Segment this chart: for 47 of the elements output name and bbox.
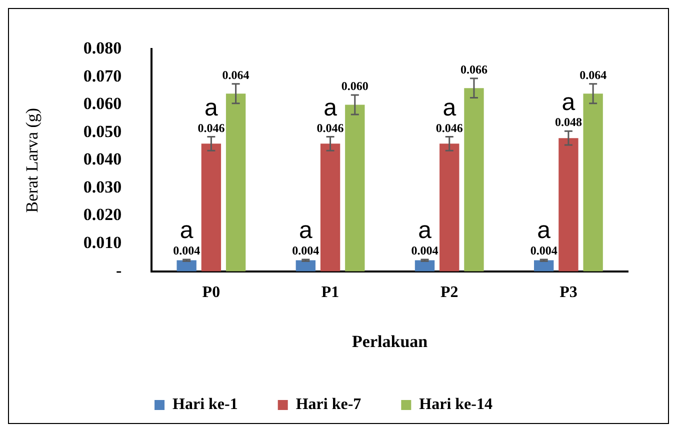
bar	[201, 144, 222, 272]
data-label: 0.046	[316, 120, 344, 135]
data-label: 0.004	[292, 244, 320, 258]
data-label: 0.066	[460, 62, 488, 76]
data-label: 0.004	[530, 244, 558, 258]
legend-label: Hari ke-1	[172, 396, 238, 414]
annotation: a	[418, 217, 432, 244]
y-tick-label: 0.070	[83, 66, 122, 86]
data-label: 0.060	[341, 79, 368, 94]
bar	[345, 104, 365, 272]
data-label: 0.046	[436, 120, 463, 135]
bar	[558, 138, 578, 272]
legend-label: Hari ke-7	[296, 396, 362, 414]
bar	[440, 144, 460, 272]
x-tick-label: P3	[560, 284, 578, 302]
annotation: a	[324, 94, 338, 122]
data-label: 0.064	[580, 68, 607, 82]
y-tick-label: 0.080	[83, 38, 122, 58]
y-axis-title: Berat Larva (g)	[22, 108, 42, 213]
bar	[320, 144, 340, 272]
y-tick-label: 0.030	[83, 177, 122, 196]
bar	[464, 88, 484, 272]
annotation: a	[562, 88, 576, 116]
y-tick-label: -	[116, 260, 122, 280]
y-tick-label: 0.060	[83, 94, 122, 114]
x-tick-label: P2	[440, 284, 458, 302]
annotation: a	[537, 217, 552, 244]
data-label: 0.004	[411, 244, 438, 258]
annotation: a	[180, 217, 194, 244]
data-label: 0.004	[173, 244, 200, 258]
data-label: 0.064	[222, 68, 250, 82]
bar	[176, 260, 196, 272]
annotation: a	[442, 94, 457, 122]
x-tick-label: P0	[202, 284, 220, 302]
bar	[583, 94, 603, 272]
y-tick-label: 0.020	[83, 205, 122, 224]
x-tick-label: P1	[321, 284, 340, 302]
data-label: 0.048	[554, 115, 582, 130]
annotation: a	[298, 217, 313, 244]
x-axis-title: Perlakuan	[352, 332, 428, 352]
annotation: a	[204, 94, 219, 122]
legend-label: Hari ke-14	[419, 396, 492, 414]
y-tick-label: 0.010	[83, 233, 122, 252]
y-tick-label: 0.050	[83, 122, 122, 141]
bar	[226, 94, 246, 272]
y-tick-label: 0.040	[83, 150, 122, 169]
data-label: 0.046	[198, 120, 225, 135]
